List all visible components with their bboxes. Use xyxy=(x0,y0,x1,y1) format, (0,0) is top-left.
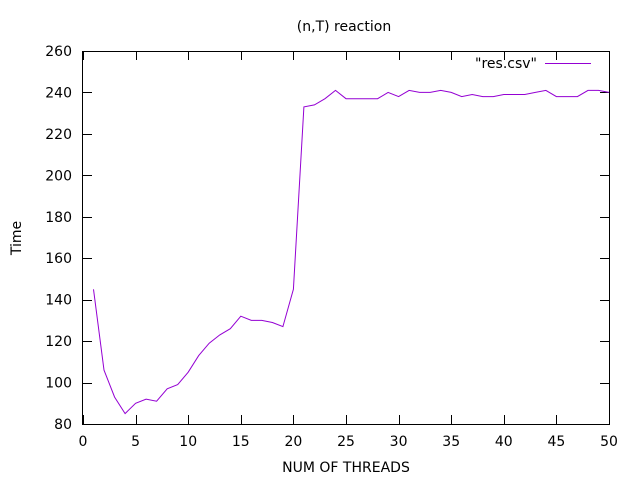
y-tick-label: 200 xyxy=(45,168,72,184)
chart-title: (n,T) reaction xyxy=(297,19,391,35)
x-tick-label: 50 xyxy=(600,434,618,450)
x-tick-label: 20 xyxy=(284,434,302,450)
y-tick-label: 160 xyxy=(45,251,72,267)
x-tick-label: 45 xyxy=(547,434,565,450)
y-tick-label: 80 xyxy=(54,417,72,433)
x-axis-label: NUM OF THREADS xyxy=(282,460,410,476)
y-tick-label: 120 xyxy=(45,334,72,350)
x-tick-label: 40 xyxy=(495,434,513,450)
x-tick-label: 10 xyxy=(179,434,197,450)
x-tick-label: 25 xyxy=(337,434,355,450)
y-tick-label: 260 xyxy=(45,44,72,60)
y-tick-label: 220 xyxy=(45,127,72,143)
y-axis-label: Time xyxy=(9,221,25,256)
legend: "res.csv" xyxy=(475,56,591,72)
x-tick-label: 35 xyxy=(442,434,460,450)
y-tick-label: 240 xyxy=(45,85,72,101)
plot-border xyxy=(82,51,610,425)
x-tick-label: 30 xyxy=(390,434,408,450)
y-tick-label: 180 xyxy=(45,210,72,226)
x-tick-label: 15 xyxy=(232,434,250,450)
x-tick-label: 0 xyxy=(79,434,88,450)
y-axis-ticks: 80 100 120 140 160 180 200 220 240 260 xyxy=(45,44,609,433)
legend-label: "res.csv" xyxy=(475,56,537,72)
x-tick-label: 5 xyxy=(131,434,140,450)
x-axis-ticks: 0 5 10 15 20 25 30 35 40 45 50 xyxy=(79,51,618,450)
series-line-res-csv xyxy=(93,89,610,415)
y-tick-label: 100 xyxy=(45,376,72,392)
y-tick-label: 140 xyxy=(45,293,72,309)
